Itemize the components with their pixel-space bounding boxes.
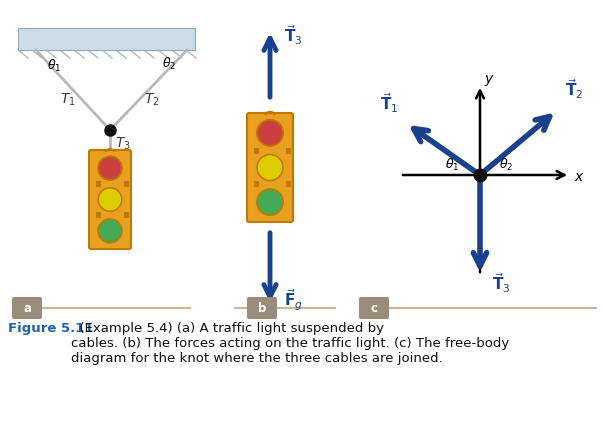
Text: (Example 5.4) (a) A traffic light suspended by
cables. (b) The forces acting on : (Example 5.4) (a) A traffic light suspen…	[71, 322, 510, 365]
Circle shape	[257, 155, 283, 181]
Bar	[124, 212, 129, 218]
Text: $\theta_1$: $\theta_1$	[47, 58, 61, 74]
Text: $y$: $y$	[484, 73, 494, 88]
Circle shape	[98, 156, 122, 180]
Text: $\vec{\mathbf{T}}_2$: $\vec{\mathbf{T}}_2$	[564, 77, 583, 101]
Text: $T_3$: $T_3$	[115, 136, 131, 152]
FancyBboxPatch shape	[247, 297, 277, 319]
Text: $\vec{\mathbf{T}}_3$: $\vec{\mathbf{T}}_3$	[492, 271, 510, 295]
Text: $\vec{\mathbf{T}}_1$: $\vec{\mathbf{T}}_1$	[380, 92, 398, 115]
Circle shape	[98, 219, 122, 243]
FancyBboxPatch shape	[247, 113, 293, 222]
Bar	[286, 148, 291, 154]
Text: $\vec{\mathbf{F}}_g$: $\vec{\mathbf{F}}_g$	[284, 287, 303, 313]
Text: $\vec{\mathbf{T}}_3$: $\vec{\mathbf{T}}_3$	[284, 23, 303, 47]
FancyBboxPatch shape	[12, 297, 42, 319]
Bar	[286, 181, 291, 187]
Bar	[96, 212, 101, 218]
FancyBboxPatch shape	[359, 297, 389, 319]
Text: $x$: $x$	[574, 170, 585, 184]
Bar	[254, 181, 259, 187]
FancyBboxPatch shape	[89, 150, 131, 249]
Text: $\theta_2$: $\theta_2$	[162, 56, 176, 72]
Circle shape	[257, 189, 283, 215]
Circle shape	[257, 120, 283, 146]
Text: $T_2$: $T_2$	[144, 92, 160, 108]
Bar	[124, 181, 129, 187]
Text: $\theta_1$: $\theta_1$	[445, 157, 459, 173]
Text: b: b	[258, 302, 266, 314]
Text: $\theta_2$: $\theta_2$	[499, 157, 513, 173]
Text: c: c	[370, 302, 377, 314]
Bar	[254, 148, 259, 154]
Circle shape	[98, 188, 122, 211]
Bar	[96, 181, 101, 187]
Text: a: a	[23, 302, 31, 314]
Text: $T_1$: $T_1$	[60, 92, 76, 108]
Bar	[18, 28, 195, 50]
Text: Figure 5.11: Figure 5.11	[8, 322, 93, 335]
